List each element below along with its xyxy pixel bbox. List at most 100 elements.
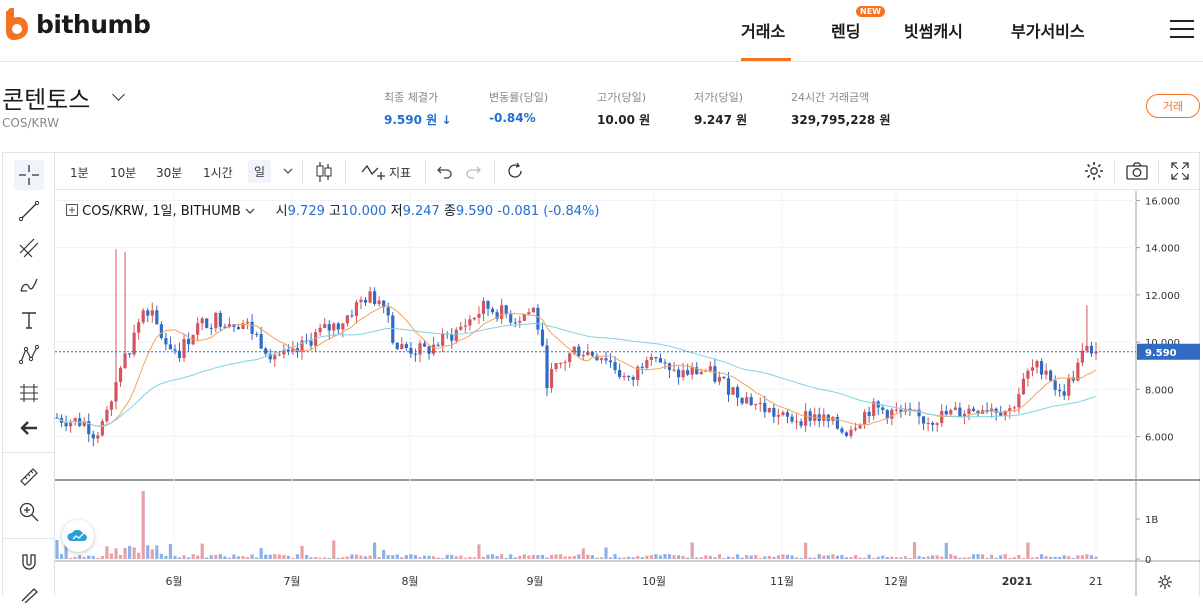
candle	[994, 407, 998, 421]
candle	[350, 309, 354, 318]
candle	[413, 348, 418, 362]
nav-active-indicator	[741, 58, 791, 61]
volume-bar	[205, 557, 209, 559]
nav-exchange[interactable]: 거래소	[741, 22, 786, 41]
price-tick-label: 12.000	[1145, 291, 1180, 302]
volume-bar	[695, 557, 699, 559]
volume-bar	[1085, 554, 1089, 559]
pattern-tool-icon[interactable]	[14, 340, 44, 370]
refresh-icon[interactable]	[505, 161, 525, 181]
volume-bar	[146, 545, 150, 559]
timeframe-1m[interactable]: 1분	[70, 166, 89, 180]
chart-logo-icon[interactable]	[62, 520, 94, 552]
bithumb-logo[interactable]: bithumb	[2, 6, 151, 42]
candle	[164, 332, 168, 351]
candle	[654, 356, 658, 363]
timeframe-10m[interactable]: 10분	[110, 166, 137, 180]
coin-pair: COS/KRW	[2, 116, 60, 130]
magnet-icon[interactable]	[14, 547, 44, 577]
redo-icon[interactable]	[464, 163, 482, 179]
nav-lending[interactable]: 렌딩	[831, 22, 861, 41]
candle	[69, 419, 73, 433]
volume-tick-label: 1B	[1145, 515, 1158, 526]
volume-bar	[118, 554, 123, 559]
timeframe-1h[interactable]: 1시간	[203, 166, 233, 180]
volume-bar	[599, 557, 604, 559]
candle	[586, 343, 590, 356]
projection-tool-icon[interactable]	[14, 377, 44, 407]
time-tick-label: 11월	[770, 575, 794, 588]
gear-icon[interactable]	[1083, 160, 1105, 182]
pencil-icon[interactable]	[14, 580, 44, 610]
nav-bithumb-cash[interactable]: 빗썸캐시	[904, 22, 963, 41]
price-chart[interactable]: 16.000 14.000 12.000 10.000 8.000 6.000 1B 0 9.5…	[55, 191, 1200, 596]
hamburger-icon[interactable]	[1170, 20, 1194, 38]
fullscreen-icon[interactable]	[1170, 161, 1190, 181]
candle	[150, 302, 154, 323]
volume-bar	[191, 554, 195, 559]
candle	[504, 304, 508, 319]
timeframe-1d[interactable]: 일	[248, 160, 272, 183]
volume-bar	[100, 556, 104, 559]
price-tick-label: 16.000	[1145, 196, 1180, 207]
candle	[554, 362, 558, 372]
candle	[418, 340, 422, 363]
text-tool-icon[interactable]	[14, 305, 44, 335]
trendline-icon[interactable]	[14, 196, 44, 226]
candle	[613, 356, 617, 374]
timeframe-30m[interactable]: 30분	[156, 166, 183, 180]
candle	[214, 311, 218, 333]
volume-bar	[822, 555, 826, 559]
candle	[908, 402, 912, 417]
zoom-in-icon[interactable]	[14, 497, 44, 527]
stat-value: 9.590 원 ↓	[384, 113, 452, 127]
candle	[377, 296, 381, 307]
indicator-icon[interactable]	[360, 162, 386, 182]
volume-bar	[1039, 554, 1044, 559]
brush-icon[interactable]	[14, 269, 44, 299]
volume-bar	[549, 554, 554, 559]
nav-extra-services[interactable]: 부가서비스	[1011, 22, 1085, 41]
volume-bar	[395, 554, 399, 559]
candle	[155, 305, 159, 325]
volume-bar	[745, 554, 749, 559]
volume-bar	[726, 556, 731, 559]
ruler-icon[interactable]	[14, 462, 44, 492]
candle	[971, 406, 976, 413]
chevron-down-icon[interactable]	[112, 88, 125, 101]
volume-bar	[318, 557, 322, 559]
last-price-box	[1137, 343, 1200, 360]
volume-bar	[676, 555, 681, 559]
indicator-label[interactable]: 지표	[389, 166, 412, 180]
volume-bar	[245, 557, 250, 559]
back-arrow-icon[interactable]	[14, 413, 44, 443]
legend-symbol[interactable]: COS/KRW, 1일, BITHUMB	[82, 204, 241, 219]
chevron-down-icon[interactable]	[282, 166, 294, 176]
camera-icon[interactable]	[1125, 161, 1149, 181]
volume-bar	[944, 542, 948, 559]
candle	[731, 387, 735, 395]
chevron-down-icon[interactable]	[245, 207, 255, 215]
volume-bar	[749, 555, 753, 559]
legend-high-label: 고	[329, 204, 341, 219]
crosshair-icon[interactable]	[14, 160, 44, 190]
candle	[168, 336, 173, 350]
trade-button[interactable]: 거래	[1146, 94, 1200, 118]
volume-bar	[472, 557, 477, 559]
coin-name[interactable]: 콘텐토스	[2, 86, 91, 114]
volume-bar	[250, 554, 254, 559]
volume-bar	[840, 555, 844, 559]
stat-label: 저가(당일)	[694, 91, 744, 104]
candle	[745, 392, 749, 405]
candle	[78, 412, 82, 428]
fib-tool-icon[interactable]	[14, 233, 44, 263]
volume-bar	[1030, 557, 1035, 559]
undo-icon[interactable]	[436, 163, 454, 179]
candle	[713, 358, 717, 384]
candle	[291, 340, 295, 355]
stat-value: 9.247 원	[694, 113, 748, 127]
toolbar-divider	[2, 538, 54, 539]
candle-type-icon[interactable]	[314, 160, 334, 184]
chart-legend: COS/KRW, 1일, BITHUMB 시9.729 고10.000 저9.2…	[66, 200, 599, 219]
plus-square-icon[interactable]	[66, 204, 78, 216]
